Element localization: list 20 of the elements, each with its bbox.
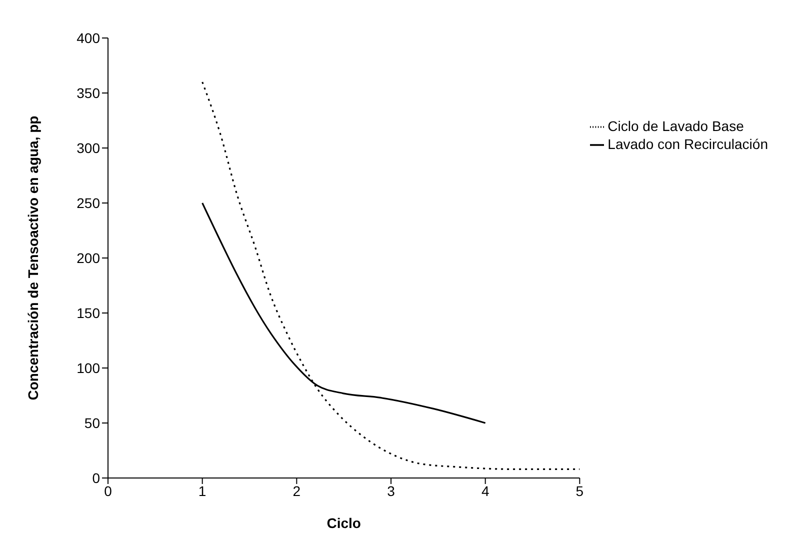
x-tick-label: 0: [104, 482, 112, 499]
y-tick-label: 250: [76, 194, 100, 211]
x-tick-label: 3: [387, 482, 396, 499]
line-series: [202, 81, 580, 470]
y-tick-label: 350: [76, 84, 100, 101]
x-tick-label: 4: [481, 482, 490, 499]
legend-label: Ciclo de Lavado Base: [608, 118, 744, 134]
y-tick-label: 100: [76, 360, 100, 376]
y-tick-label: 400: [76, 30, 100, 46]
y-axis-title: Concentración de Tensoactivo en agua, pp: [24, 116, 41, 400]
y-tick-label: 300: [76, 140, 100, 156]
x-tick-label: 2: [292, 482, 301, 499]
legend-label: Lavado con Recirculación: [608, 136, 768, 152]
x-tick-label: 1: [198, 482, 206, 499]
y-tick-label: 50: [84, 414, 100, 431]
y-tick-label: 200: [76, 250, 100, 266]
x-axis-title: Ciclo: [326, 515, 361, 531]
x-tick-label: 5: [576, 482, 584, 499]
y-tick-label: 0: [92, 470, 100, 486]
y-tick-label: 150: [76, 304, 100, 321]
